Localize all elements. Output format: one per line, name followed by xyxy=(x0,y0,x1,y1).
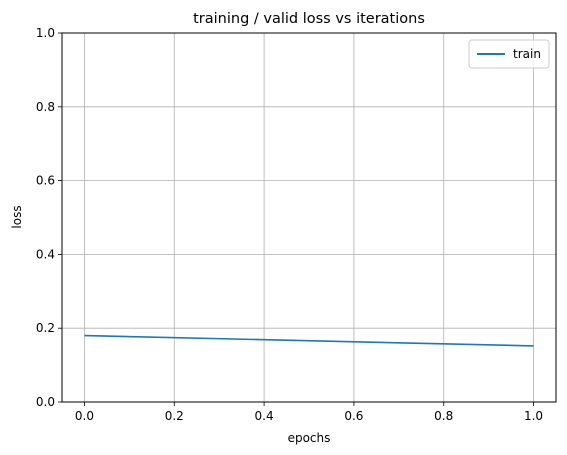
grid-lines xyxy=(62,32,556,403)
legend-label-train: train xyxy=(513,47,541,61)
y-tick-label: 0.8 xyxy=(36,100,55,114)
y-tick-label: 0.6 xyxy=(36,174,55,188)
x-tick-label: 0.0 xyxy=(75,409,94,423)
y-tick-label: 0.4 xyxy=(36,247,55,261)
plot-frame xyxy=(61,32,557,403)
series-line-train xyxy=(84,334,534,347)
x-axis-label: epochs xyxy=(288,431,331,445)
x-axis-ticks: 0.0 0.2 0.4 0.6 0.8 1.0 xyxy=(75,402,543,423)
x-tick-label: 0.6 xyxy=(344,409,363,423)
chart-title: training / valid loss vs iterations xyxy=(193,11,425,27)
series-lines xyxy=(84,334,534,347)
y-tick-label: 0.0 xyxy=(36,395,55,409)
legend: train xyxy=(468,39,550,69)
y-tick-label: 1.0 xyxy=(36,26,55,40)
x-tick-label: 1.0 xyxy=(524,409,543,423)
y-axis-ticks: 0.0 0.2 0.4 0.6 0.8 1.0 xyxy=(36,26,62,409)
x-tick-label: 0.4 xyxy=(255,409,274,423)
x-tick-label: 0.8 xyxy=(434,409,453,423)
legend-box xyxy=(468,39,550,69)
y-axis-label: loss xyxy=(10,205,24,228)
x-tick-label: 0.2 xyxy=(165,409,184,423)
y-tick-label: 0.2 xyxy=(36,321,55,335)
